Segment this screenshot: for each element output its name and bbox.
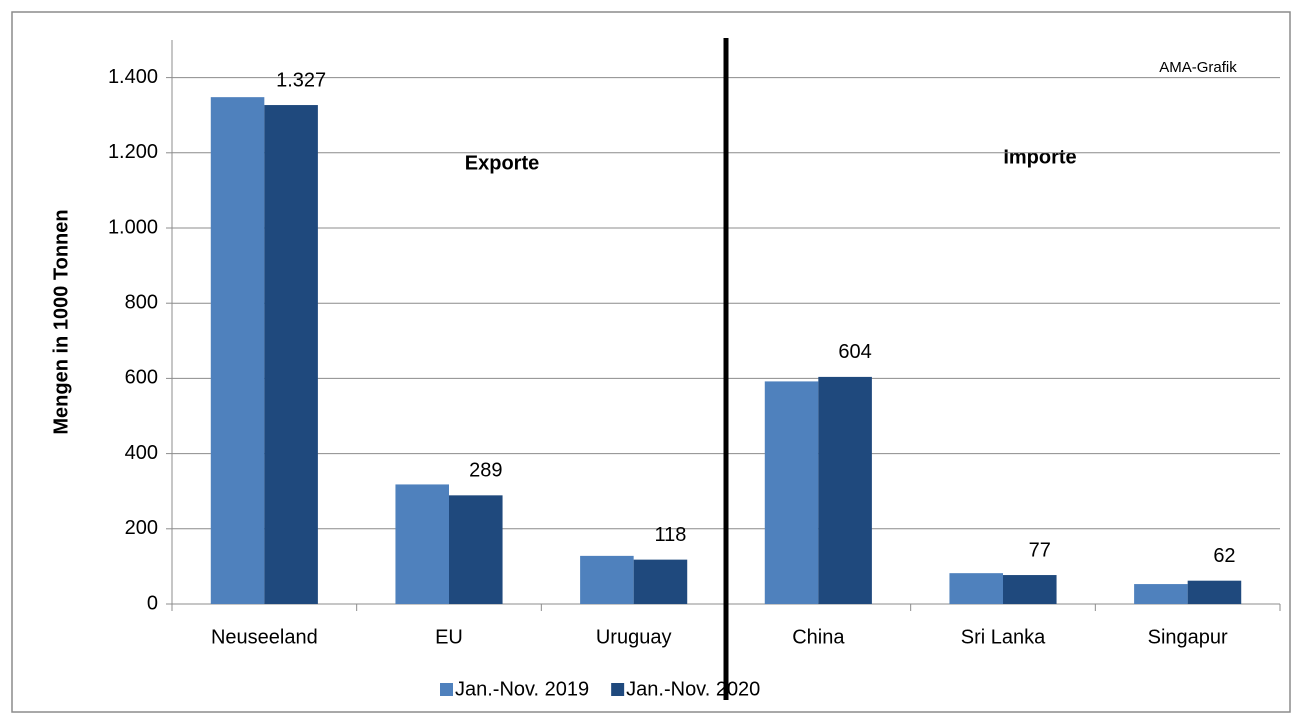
y-tick-label: 800: [125, 291, 158, 313]
bar: [818, 376, 872, 604]
annotation: Exporte: [465, 152, 539, 174]
bar: [1003, 575, 1057, 604]
bar: [395, 484, 449, 604]
y-tick-label: 200: [125, 517, 158, 539]
bar: [264, 105, 318, 604]
x-tick-label: Sri Lanka: [961, 626, 1046, 648]
data-label: 118: [654, 524, 686, 546]
bar: [949, 573, 1003, 604]
y-tick-label: 0: [147, 592, 158, 614]
data-label: 289: [469, 460, 502, 482]
x-tick-label: EU: [435, 626, 463, 648]
y-tick-label: 1.400: [108, 66, 158, 88]
y-tick-label: 600: [125, 367, 158, 389]
x-tick-label: China: [792, 626, 845, 648]
legend-label: Jan.-Nov. 2020: [626, 678, 760, 700]
bar: [580, 555, 634, 604]
annotation: AMA-Grafik: [1159, 59, 1237, 76]
bar: [449, 495, 503, 604]
bar: [210, 97, 265, 604]
legend-swatch: [440, 683, 453, 696]
legend-swatch: [611, 683, 625, 696]
x-tick-label: Uruguay: [596, 626, 672, 648]
annotation: Importe: [1003, 146, 1076, 168]
data-label: 1.327: [276, 69, 326, 91]
data-label: 604: [838, 341, 871, 363]
chart-border: [11, 11, 1291, 713]
legend-label: Jan.-Nov. 2019: [455, 678, 589, 700]
x-tick-label: Neuseeland: [211, 626, 318, 648]
x-tick-label: Singapur: [1148, 626, 1228, 648]
bar: [633, 559, 688, 604]
bar: [764, 381, 819, 604]
bar: [1187, 580, 1242, 604]
y-axis-label: Mengen in 1000 Tonnen: [50, 209, 72, 434]
data-label: 77: [1029, 539, 1051, 561]
data-label: 62: [1213, 545, 1235, 567]
y-tick-label: 1.200: [108, 141, 158, 163]
y-tick-label: 400: [125, 442, 158, 464]
y-tick-label: 1.000: [108, 216, 158, 238]
bar: [1134, 584, 1188, 604]
